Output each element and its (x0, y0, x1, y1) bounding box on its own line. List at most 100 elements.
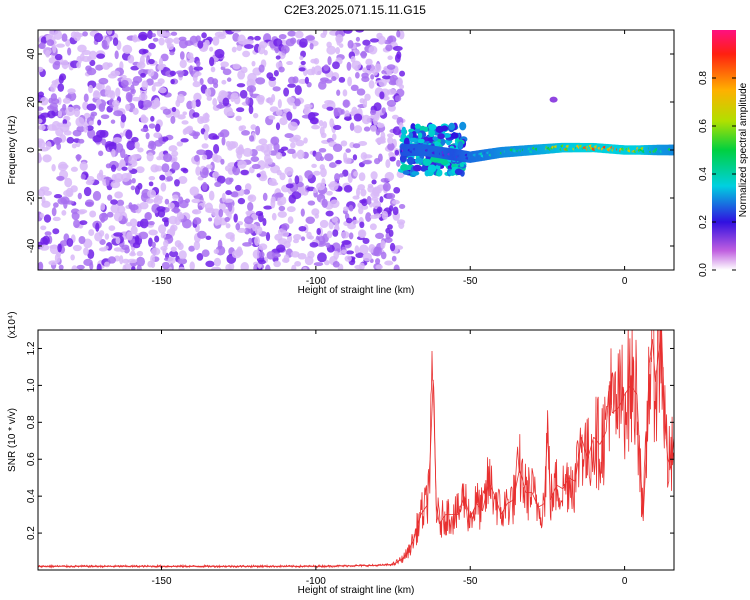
noise-speck (201, 181, 208, 191)
noise-speck (313, 262, 324, 267)
x-tick-label: -50 (463, 276, 478, 287)
noise-speck (148, 220, 155, 226)
noise-speck (354, 245, 360, 254)
noise-speck (335, 47, 341, 55)
noise-speck (129, 218, 138, 228)
noise-speck (386, 64, 396, 70)
noise-speck (172, 194, 179, 200)
signal-blob (412, 164, 422, 172)
noise-speck (288, 76, 296, 85)
noise-speck (105, 163, 112, 169)
signal-blob (402, 170, 410, 175)
noise-speck (355, 72, 360, 79)
snr-segment (414, 514, 422, 537)
noise-speck (111, 148, 116, 158)
signal-blob (459, 121, 467, 131)
noise-speck (356, 187, 361, 198)
noise-speck (58, 264, 64, 270)
spectrogram-y-label: Frequency (Hz) (7, 116, 18, 185)
noise-speck (279, 117, 288, 126)
noise-speck (147, 30, 153, 40)
noise-speck (201, 249, 210, 257)
noise-speck (320, 167, 327, 178)
noise-speck (313, 65, 323, 76)
noise-speck (358, 244, 369, 255)
noise-speck (282, 113, 287, 119)
signal-blob (411, 171, 420, 176)
noise-speck (100, 202, 106, 211)
noise-speck (170, 224, 178, 232)
noise-speck (213, 143, 220, 154)
noise-speck (99, 212, 109, 222)
snr-marks (38, 330, 674, 569)
snr-segment (435, 505, 440, 524)
noise-speck (225, 208, 230, 216)
signal-blob (407, 156, 415, 165)
snr-frame (37, 329, 675, 571)
noise-speck (146, 78, 154, 86)
noise-speck (389, 242, 396, 252)
noise-speck (38, 42, 46, 50)
noise-speck (148, 237, 153, 247)
noise-speck (385, 159, 391, 169)
noise-speck (98, 150, 104, 157)
noise-speck (392, 126, 402, 136)
noise-speck (327, 56, 332, 66)
noise-speck (220, 91, 229, 97)
noise-speck (67, 47, 72, 56)
noise-speck (98, 230, 105, 237)
noise-speck (225, 264, 232, 270)
noise-speck (370, 74, 375, 80)
signal-blob (431, 156, 440, 163)
noise-speck (352, 219, 359, 224)
noise-speck (110, 119, 116, 124)
noise-speck (350, 55, 356, 63)
noise-speck (364, 93, 371, 101)
noise-speck (374, 158, 381, 165)
noise-speck (247, 202, 254, 212)
noise-speck (170, 115, 176, 124)
noise-speck (139, 201, 149, 210)
snr-segment (500, 503, 508, 515)
noise-speck (350, 84, 359, 92)
noise-speck (198, 205, 203, 210)
noise-speck (169, 51, 175, 56)
colorbar-label: Normalized spectral amplitude (738, 82, 749, 217)
noise-speck (358, 262, 365, 270)
noise-speck (220, 61, 229, 68)
snr-segment (562, 477, 570, 489)
snr-segment (667, 459, 672, 469)
noise-speck (111, 100, 120, 107)
noise-speck (325, 242, 331, 248)
noise-speck (391, 114, 399, 120)
noise-speck (79, 161, 88, 171)
noise-speck (160, 53, 169, 62)
noise-speck (212, 97, 218, 107)
noise-speck (386, 99, 397, 107)
noise-speck (245, 210, 252, 216)
noise-speck (73, 219, 80, 229)
noise-speck (214, 31, 225, 38)
noise-speck (338, 76, 346, 83)
noise-speck (316, 182, 326, 191)
noise-speck (205, 164, 213, 170)
noise-speck (142, 49, 149, 54)
noise-speck (227, 143, 234, 151)
noise-speck (136, 250, 144, 257)
noise-speck (154, 123, 161, 133)
noise-speck (236, 107, 245, 113)
noise-speck (392, 45, 403, 52)
noise-speck (381, 107, 386, 114)
noise-speck (286, 61, 294, 66)
noise-speck (285, 38, 295, 47)
noise-speck (195, 166, 201, 176)
noise-speck (58, 75, 64, 84)
noise-speck (273, 260, 281, 268)
snr-segment (457, 496, 465, 515)
noise-speck (394, 149, 400, 156)
noise-speck (110, 164, 117, 172)
noise-speck (393, 186, 401, 194)
noise-speck (186, 100, 194, 110)
noise-speck (157, 78, 165, 85)
